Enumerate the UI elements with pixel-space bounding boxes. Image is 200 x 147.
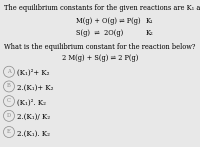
- Text: 2.(K₁)/ K₂: 2.(K₁)/ K₂: [17, 113, 50, 121]
- Text: 2 M(g) + S(g) ⇌ 2 P(g): 2 M(g) + S(g) ⇌ 2 P(g): [62, 54, 138, 62]
- Text: M(g) + O(g) ⇌ P(g): M(g) + O(g) ⇌ P(g): [76, 17, 141, 25]
- Text: S(g)  ⇌  2O(g): S(g) ⇌ 2O(g): [76, 29, 123, 37]
- Text: (K₁)²+ K₂: (K₁)²+ K₂: [17, 69, 49, 77]
- Text: C: C: [7, 98, 11, 103]
- Text: K₂: K₂: [146, 29, 154, 37]
- Text: 2.(K₁). K₂: 2.(K₁). K₂: [17, 129, 50, 137]
- Text: E: E: [7, 129, 11, 134]
- Text: (K₁)². K₂: (K₁)². K₂: [17, 98, 46, 106]
- Text: The equilibrium constants for the given reactions are K₁ and K₂.: The equilibrium constants for the given …: [4, 4, 200, 12]
- Text: B: B: [7, 83, 11, 88]
- Text: D: D: [7, 113, 11, 118]
- Text: 2.(K₁)+ K₂: 2.(K₁)+ K₂: [17, 84, 53, 92]
- Text: What is the equilibrium constant for the reaction below?: What is the equilibrium constant for the…: [4, 43, 195, 51]
- Text: A: A: [7, 69, 11, 74]
- Text: K₁: K₁: [146, 17, 154, 25]
